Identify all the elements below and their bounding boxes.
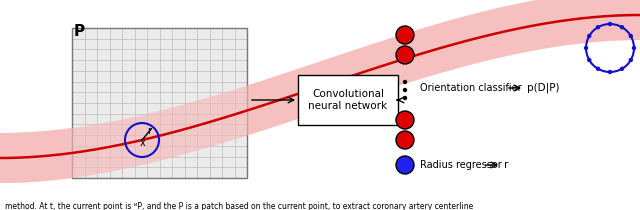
Circle shape: [403, 96, 407, 100]
Bar: [72, 28, 247, 178]
Text: Orientation classifier: Orientation classifier: [420, 83, 522, 93]
Text: method. At t, the current point is ᴻP, and the P is a patch based on the current: method. At t, the current point is ᴻP, a…: [5, 202, 473, 210]
Text: r: r: [504, 160, 508, 170]
Bar: [72, 28, 247, 178]
Circle shape: [587, 34, 591, 38]
Circle shape: [403, 88, 407, 92]
Circle shape: [632, 46, 636, 50]
Circle shape: [584, 46, 588, 50]
Circle shape: [587, 58, 591, 62]
Circle shape: [608, 22, 612, 26]
Text: Convolutional
neural network: Convolutional neural network: [308, 89, 388, 111]
Circle shape: [396, 156, 414, 174]
Polygon shape: [0, 0, 640, 183]
Circle shape: [596, 25, 600, 29]
Circle shape: [608, 70, 612, 74]
Bar: [298, 75, 398, 125]
Circle shape: [620, 67, 624, 71]
Circle shape: [396, 26, 414, 44]
Text: Radius regressor: Radius regressor: [420, 160, 502, 170]
Text: x: x: [140, 138, 146, 148]
Circle shape: [403, 80, 407, 84]
Circle shape: [628, 34, 633, 38]
Circle shape: [628, 58, 633, 62]
Text: p(D|P): p(D|P): [527, 83, 559, 93]
Circle shape: [596, 67, 600, 71]
Polygon shape: [0, 0, 640, 183]
Circle shape: [396, 46, 414, 64]
Circle shape: [620, 25, 624, 29]
Text: r: r: [147, 126, 151, 136]
Text: P: P: [74, 25, 85, 39]
Circle shape: [396, 131, 414, 149]
Circle shape: [396, 111, 414, 129]
